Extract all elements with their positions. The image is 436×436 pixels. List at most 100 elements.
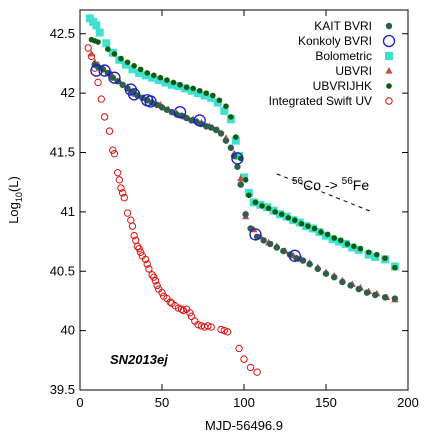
annotation-text1: Co -> [303,177,342,193]
data-point [124,59,131,66]
y-tick-label: 41.5 [50,145,75,160]
x-axis-label: MJD-56496.9 [205,418,283,433]
data-point [227,144,235,151]
data-point [357,245,364,252]
data-point [217,130,225,137]
data-point [240,173,248,182]
data-point [157,74,164,81]
y-tick-label: 42 [61,85,75,100]
x-tick-label: 0 [76,395,83,410]
y-tick-label: 41 [61,204,75,219]
data-point [242,211,249,218]
data-point [105,127,114,135]
data-point [173,105,187,119]
data-point [127,216,135,224]
x-tick-labels: 0 50 100 150 200 [76,395,418,410]
data-point [166,298,174,306]
data-point [115,176,124,184]
data-point [217,325,225,334]
data-point [123,209,132,217]
data-point [311,225,318,232]
data-point [170,79,177,86]
data-point [108,71,121,84]
data-point [260,237,267,244]
data-point [207,93,216,102]
data-point [130,231,138,240]
data-point [371,253,380,261]
annotation-sup2: 56 [342,176,354,187]
data-point [168,108,176,116]
data-point [331,235,338,241]
data-point [272,209,278,215]
data-point [351,243,357,250]
data-point [137,66,144,73]
data-point [196,87,203,94]
data-point [154,76,163,85]
y-tick-label: 42.5 [50,26,75,41]
legend-label: UBVRI [335,64,372,78]
data-point [186,309,194,317]
data-point [372,291,379,299]
data-point [131,63,137,69]
data-point [203,90,210,96]
data-point [324,231,331,238]
data-point [148,73,157,82]
x-tick-label: 100 [233,395,255,410]
data-point [167,80,176,89]
series-konkoly-bvri [90,64,301,262]
data-point [265,205,272,212]
data-point [97,95,106,103]
data-point [94,78,102,87]
data-point [259,203,265,209]
data-point [128,222,137,230]
data-point [288,249,301,262]
axis-ticks [79,10,409,391]
series-integrated-swift-uv [84,44,261,376]
legend-marker [386,83,392,89]
data-point [163,106,171,113]
legend-marker [385,52,393,60]
data-point [392,264,398,271]
data-point [158,104,166,111]
data-point [164,77,170,83]
data-point [95,28,104,37]
data-point [331,273,338,281]
y-tick-label: 40.5 [50,263,75,278]
data-point [220,106,229,115]
annotation-line [276,173,373,213]
data-point [246,192,252,199]
data-point [161,78,170,87]
data-point [193,114,206,127]
data-point [150,273,158,281]
data-point [237,181,244,188]
legend-marker [385,67,393,74]
data-point [114,168,122,177]
data-point [344,241,351,247]
data-point [231,152,244,165]
data-point [102,39,111,48]
data-point [306,260,313,268]
data-point [216,97,223,104]
y-tick-label: 40 [61,323,75,338]
data-point [117,184,125,192]
legend-marker [385,22,393,30]
legend-label: KAIT BVRI [314,19,372,33]
legend-label: Integrated Swift UV [269,94,372,108]
data-point [144,95,157,108]
data-point [237,174,245,182]
data-point [153,281,161,290]
data-point [158,288,166,297]
series-layer [84,14,399,376]
data-point [382,255,388,261]
data-point [200,91,209,100]
annotation-text: 56Co -> 56Fe [292,176,369,193]
data-point [285,215,292,221]
annotation-sup1: 56 [292,176,304,187]
data-point [87,49,96,57]
data-point [128,65,137,74]
data-point [207,323,215,331]
data-point [299,257,307,264]
data-point [95,39,101,45]
